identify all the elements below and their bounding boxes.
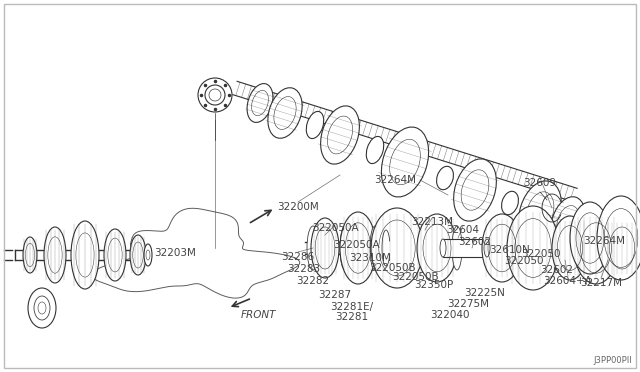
Ellipse shape [574,212,618,284]
Text: 32275M: 32275M [447,299,489,309]
Text: 32281E/: 32281E/ [330,302,374,312]
Ellipse shape [422,226,432,270]
Ellipse shape [370,226,380,270]
Text: 32225N: 32225N [465,288,506,298]
Ellipse shape [604,218,640,278]
Text: 322050A: 322050A [312,223,358,233]
Ellipse shape [454,159,497,221]
Ellipse shape [371,208,423,288]
Ellipse shape [340,226,350,270]
Text: FRONT: FRONT [240,310,276,320]
Ellipse shape [366,137,384,164]
Ellipse shape [551,197,585,247]
Ellipse shape [440,239,446,257]
Text: 32281: 32281 [335,312,369,322]
Ellipse shape [205,85,225,105]
Ellipse shape [452,226,462,270]
Text: 32283: 32283 [287,264,321,274]
Text: 32217M: 32217M [580,278,622,288]
Ellipse shape [307,112,324,138]
Text: 32604+A: 32604+A [543,276,593,286]
Text: 32350P: 32350P [414,280,454,290]
Ellipse shape [482,214,522,282]
Ellipse shape [268,88,302,138]
Ellipse shape [606,212,618,264]
Ellipse shape [307,226,319,270]
Ellipse shape [597,196,640,280]
Text: 322050: 322050 [521,249,561,259]
Ellipse shape [38,302,46,314]
Text: 322050: 322050 [504,256,544,266]
Ellipse shape [340,212,376,284]
Ellipse shape [555,226,565,270]
Text: 32213M: 32213M [411,217,453,227]
Ellipse shape [502,191,518,215]
Text: 322050A: 322050A [333,240,380,250]
Ellipse shape [517,226,527,270]
Text: 32604: 32604 [447,225,479,235]
Text: 322050B: 322050B [392,272,438,282]
Ellipse shape [552,216,588,280]
Bar [443,239,487,257]
Ellipse shape [44,227,66,283]
Text: 32286: 32286 [282,252,315,262]
Text: 32203M: 32203M [154,248,196,258]
Ellipse shape [417,214,457,282]
Text: J3PP00PII: J3PP00PII [593,356,632,365]
Text: 32264M: 32264M [374,175,416,185]
Text: 32282: 32282 [296,276,330,286]
Ellipse shape [104,229,126,281]
Ellipse shape [484,239,490,257]
Ellipse shape [247,84,273,122]
Text: 32264M: 32264M [583,236,625,246]
Text: 322050B: 322050B [369,263,415,273]
Ellipse shape [488,226,498,270]
Ellipse shape [321,106,360,164]
Ellipse shape [71,221,99,289]
Text: 32200M: 32200M [277,202,319,212]
Ellipse shape [436,166,453,190]
Text: 32610N: 32610N [490,245,531,255]
Ellipse shape [23,237,37,273]
Text: 32602: 32602 [541,265,573,275]
Text: 322040: 322040 [430,310,470,320]
Ellipse shape [209,89,221,101]
Ellipse shape [518,181,561,243]
Text: 32287: 32287 [319,290,351,300]
Ellipse shape [381,127,429,197]
Ellipse shape [130,235,146,275]
Ellipse shape [144,244,152,266]
Ellipse shape [198,78,232,112]
Text: 32609: 32609 [524,178,557,188]
Ellipse shape [507,206,559,290]
Ellipse shape [28,288,56,328]
Ellipse shape [570,202,610,274]
Ellipse shape [311,218,339,278]
Text: 32310M: 32310M [349,253,391,263]
Text: 32602: 32602 [458,237,492,247]
Ellipse shape [610,226,620,270]
Ellipse shape [581,226,591,270]
